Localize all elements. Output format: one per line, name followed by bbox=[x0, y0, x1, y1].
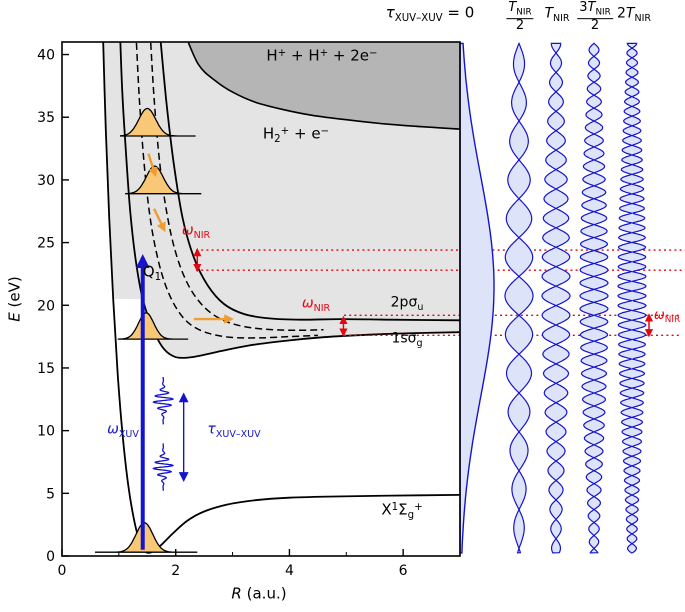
y-tick-label: 15 bbox=[37, 361, 55, 377]
x-tick-label: 4 bbox=[285, 563, 294, 579]
plot-frame bbox=[61, 41, 461, 557]
spectrum-tau-tnir bbox=[541, 42, 571, 554]
wavepacket-motion-arrow-2 bbox=[153, 208, 166, 233]
region-double-ionization bbox=[188, 42, 460, 130]
plot-area-clipped bbox=[95, 42, 460, 554]
1s-sigma-g-curve bbox=[119, 42, 460, 359]
wavepacket-motion-arrow-1 bbox=[147, 153, 158, 178]
axes: 0 2 4 6 0 5 10 15 20 25 30 35 40 bbox=[37, 41, 461, 579]
spectrum-tau-two-tnir bbox=[617, 42, 647, 554]
y-tick-label: 5 bbox=[46, 486, 55, 502]
y-tick-label: 35 bbox=[37, 110, 55, 126]
region-upper-left-sliver bbox=[103, 42, 143, 299]
y-tick-label: 40 bbox=[37, 48, 55, 64]
spectrum-tau-half-tnir bbox=[504, 42, 534, 554]
x-tick-label: 2 bbox=[171, 563, 180, 579]
y-tick-label: 25 bbox=[37, 236, 55, 252]
wavepacket-3 bbox=[125, 165, 202, 195]
xuv-pulse-graphics bbox=[135, 153, 234, 550]
y-tick-label: 0 bbox=[46, 549, 55, 565]
spectrum-tau-0 bbox=[459, 42, 495, 554]
omega-nir-arrows bbox=[193, 248, 654, 338]
continuum-regions bbox=[103, 42, 460, 358]
xuv-pulse-waveform-1 bbox=[152, 377, 175, 425]
wavepacket-1 bbox=[95, 522, 198, 553]
double-ionization-threshold-curve bbox=[187, 42, 460, 130]
wavepacket-4 bbox=[119, 107, 196, 137]
wavepacket-2 bbox=[117, 312, 189, 340]
y-tick-label: 20 bbox=[37, 298, 55, 314]
delay-spectra-panels bbox=[459, 42, 647, 554]
y-tick-label: 10 bbox=[37, 424, 55, 440]
q1-doubly-excited-curve-2 bbox=[149, 42, 324, 332]
xuv-pulse-waveform-2 bbox=[152, 443, 175, 491]
x-tick-label: 0 bbox=[58, 563, 67, 579]
y-tick-label: 30 bbox=[37, 173, 55, 189]
nuclear-wavepackets bbox=[95, 107, 202, 553]
spectrum-tau-three-half-tnir bbox=[579, 42, 609, 554]
x-tick-label: 6 bbox=[399, 563, 408, 579]
